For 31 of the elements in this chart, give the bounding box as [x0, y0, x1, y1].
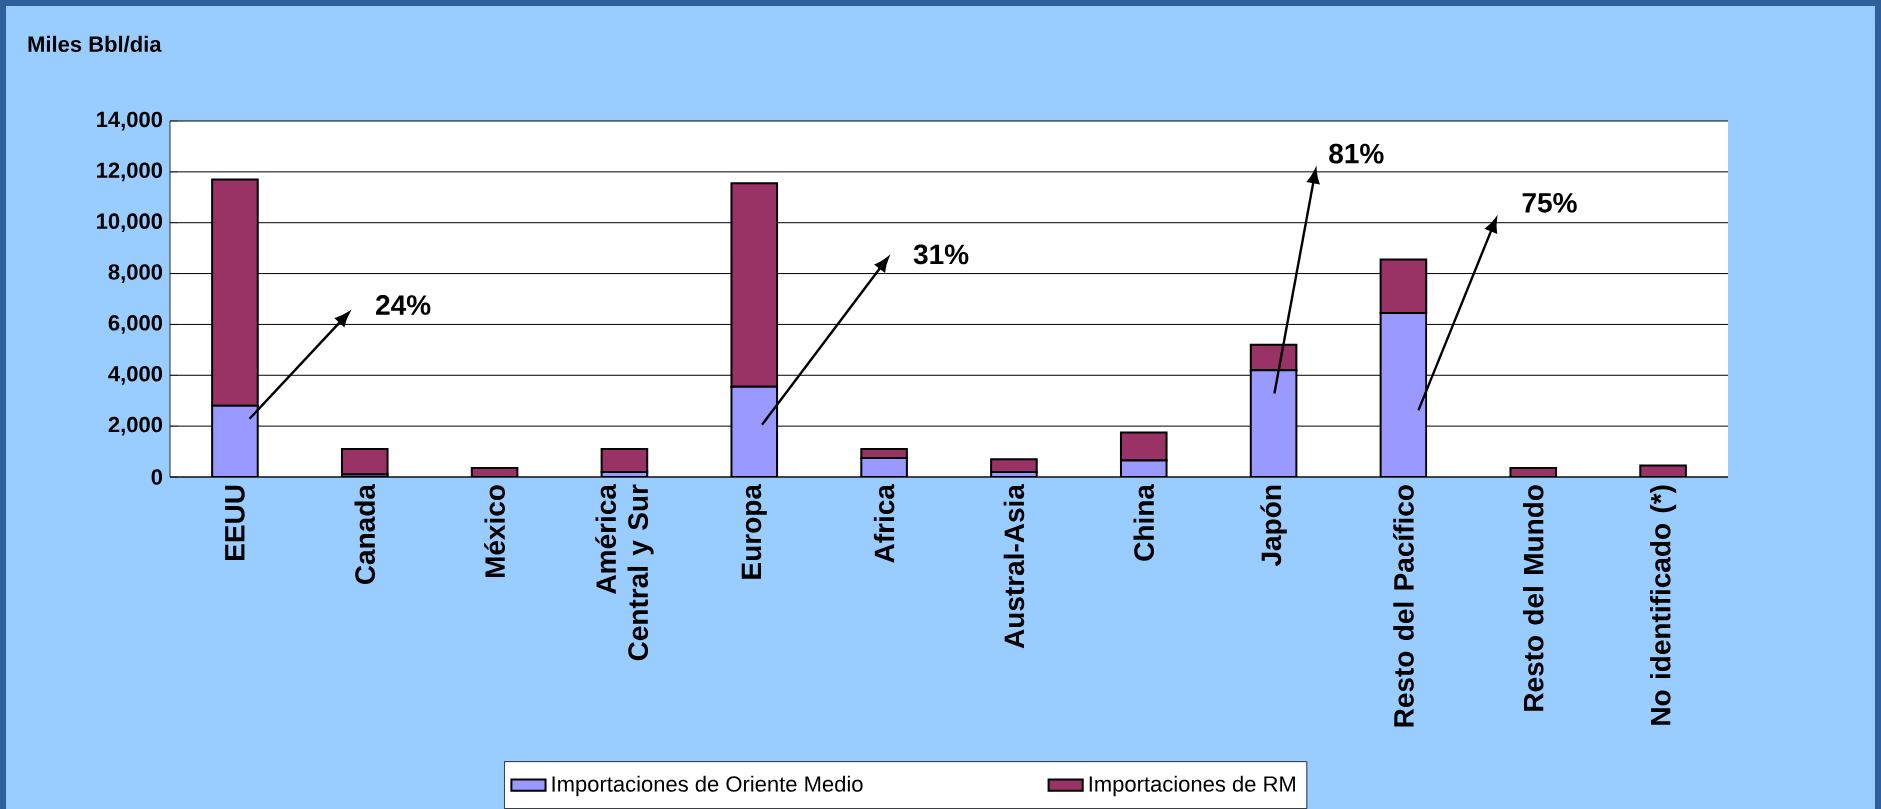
y-tick-label: 2,000 [108, 416, 163, 436]
x-tick-label: Austral-Asia [1003, 483, 1025, 649]
bar [730, 182, 779, 388]
x-tick-label: EEUU [225, 485, 245, 560]
y-tick-label: 4,000 [108, 365, 163, 385]
x-tick-label: Japón [1260, 485, 1287, 567]
bar [1379, 258, 1428, 314]
x-tick-label: Africa [873, 483, 895, 563]
y-axis-title: Miles Bbl/dia [28, 35, 162, 53]
y-tick-label: 12,000 [97, 162, 163, 182]
bar [211, 178, 259, 407]
annotation: 75% [1522, 192, 1577, 213]
annotation: 81% [1329, 143, 1384, 164]
annotation: 31% [913, 244, 969, 265]
x-tick-label: Resto del Mundo [1522, 485, 1544, 711]
x-tick-label: China [1133, 483, 1155, 561]
y-tick-label: 0 [151, 469, 163, 485]
x-tick-label: América Central y Sur [595, 483, 654, 661]
x-tick-label: Europa [741, 483, 767, 579]
x-tick-label: Resto del Pacífico [1393, 485, 1414, 727]
legend-label: Importaciones de RM [1089, 775, 1295, 797]
y-tick-label: 14,000 [97, 111, 163, 131]
annotation: 24% [376, 295, 431, 315]
y-tick-label: 8,000 [108, 264, 163, 283]
x-tick-label: No identificado (*) [1650, 485, 1677, 725]
x-tick-label: Canada [354, 483, 376, 585]
y-tick-label: 10,000 [97, 213, 163, 233]
x-tick-label: México [484, 485, 506, 578]
bar [1119, 431, 1168, 462]
y-tick-label: 6,000 [108, 315, 163, 334]
legend-label: Importaciones de Oriente Medio [552, 775, 863, 797]
